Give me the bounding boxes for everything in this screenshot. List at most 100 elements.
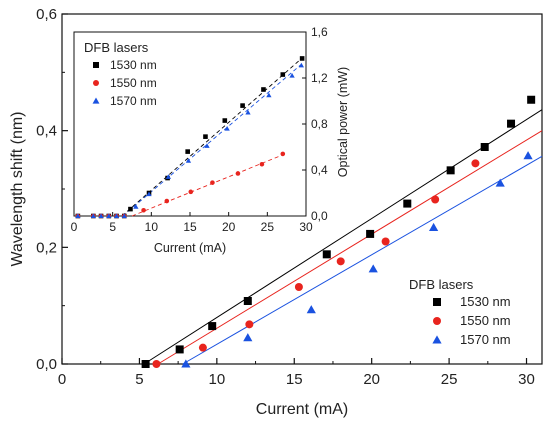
main-point-1-6 bbox=[431, 195, 440, 204]
main-y-tick-label-3: 0,6 bbox=[36, 6, 57, 23]
inset-point-1-11 bbox=[259, 161, 265, 167]
inset-y-axis-title: Optical power (mW) bbox=[336, 67, 350, 177]
main-point-0-4 bbox=[322, 250, 331, 259]
inset-point-0-9 bbox=[185, 149, 190, 154]
inset-x-tick-label-2: 10 bbox=[145, 220, 159, 234]
inset-x-tick-label-1: 5 bbox=[109, 220, 116, 234]
inset-point-2-14 bbox=[289, 73, 295, 78]
main-x-tick-label-2: 10 bbox=[208, 371, 225, 388]
main-legend-marker-1 bbox=[433, 317, 441, 325]
main-x-tick-label-3: 15 bbox=[286, 371, 303, 388]
inset-fit-line-2 bbox=[122, 62, 304, 217]
inset-legend: DFB lasers 1530 nm 1550 nm 1570 nm bbox=[84, 40, 157, 108]
inset-legend-entries: 1530 nm 1550 nm 1570 nm bbox=[92, 58, 157, 108]
inset-x-axis-title: Current (mA) bbox=[154, 241, 226, 255]
main-point-2-4 bbox=[429, 222, 439, 231]
main-point-1-3 bbox=[294, 283, 303, 291]
inset-point-2-8 bbox=[165, 174, 171, 179]
main-y-axis-title: Wavelength shift (nm) bbox=[9, 111, 26, 266]
main-point-1-1 bbox=[198, 343, 207, 352]
main-point-1-2 bbox=[245, 320, 254, 329]
inset-point-1-6 bbox=[141, 207, 146, 213]
main-legend-entries: 1530 nm 1550 nm 1570 nm bbox=[432, 294, 511, 347]
inset-x-tick-label-5: 25 bbox=[261, 220, 275, 234]
main-legend-label-2: 1570 nm bbox=[460, 332, 511, 347]
inset-point-0-11 bbox=[222, 118, 228, 123]
main-y-tick-label-2: 0,4 bbox=[36, 123, 57, 140]
inset-point-2-5 bbox=[121, 213, 127, 218]
inset-points bbox=[75, 56, 305, 219]
inset-point-2-1 bbox=[90, 213, 96, 218]
main-x-tick-label-4: 20 bbox=[363, 371, 380, 388]
inset-point-2-3 bbox=[106, 213, 112, 218]
inset-point-2-6 bbox=[133, 204, 139, 209]
inset-plot: 0 5 10 15 20 25 300,0 0,4 0,8 1,2 1,6 Current (mA)… bbox=[71, 25, 350, 255]
main-point-2-5 bbox=[495, 178, 505, 187]
main-legend-label-1: 1550 nm bbox=[460, 313, 511, 328]
inset-legend-title: DFB lasers bbox=[84, 40, 149, 55]
inset-point-2-4 bbox=[113, 213, 120, 218]
main-x-tick-label-0: 0 bbox=[58, 371, 66, 388]
main-point-0-9 bbox=[507, 119, 516, 128]
main-x-tick-label-5: 25 bbox=[441, 371, 458, 388]
inset-point-2-9 bbox=[185, 158, 192, 163]
main-point-1-4 bbox=[336, 257, 345, 266]
inset-y-tick-label-1: 0,4 bbox=[311, 163, 328, 177]
inset-x-tick-label-3: 15 bbox=[183, 220, 197, 234]
main-point-2-3 bbox=[368, 264, 378, 273]
main-legend-title: DFB lasers bbox=[409, 277, 474, 292]
main-ticks: 0 5 10 15 20 25 300,00,20,40,6 bbox=[36, 6, 535, 388]
main-point-0-2 bbox=[208, 322, 217, 331]
inset-point-1-7 bbox=[164, 198, 170, 204]
main-point-1-5 bbox=[381, 237, 390, 246]
inset-fit-line-0 bbox=[121, 56, 304, 217]
main-fit-line-1 bbox=[157, 130, 543, 365]
main-legend-marker-2 bbox=[432, 335, 442, 344]
inset-point-0-6 bbox=[128, 206, 133, 212]
main-y-tick-label-0: 0,0 bbox=[36, 356, 57, 373]
inset-x-tick-label-6: 30 bbox=[299, 220, 313, 234]
main-x-tick-label-6: 30 bbox=[518, 371, 535, 388]
inset-point-2-15 bbox=[298, 62, 305, 68]
main-x-tick-label-1: 5 bbox=[135, 371, 143, 388]
inset-x-tick-label-4: 20 bbox=[222, 220, 236, 234]
inset-point-1-9 bbox=[210, 180, 215, 185]
inset-point-2-10 bbox=[204, 143, 210, 148]
inset-point-1-8 bbox=[188, 189, 194, 195]
inset-point-2-11 bbox=[224, 125, 230, 131]
inset-point-2-2 bbox=[98, 213, 104, 218]
inset-y-tick-label-2: 0,8 bbox=[311, 117, 328, 131]
inset-legend-marker-1 bbox=[93, 80, 99, 86]
main-point-0-0 bbox=[141, 360, 150, 368]
main-fit-line-2 bbox=[182, 155, 543, 365]
inset-fit-lines bbox=[121, 56, 304, 217]
main-point-0-5 bbox=[366, 229, 375, 238]
main-point-0-3 bbox=[243, 297, 252, 305]
inset-point-0-14 bbox=[280, 72, 286, 77]
inset-legend-label-2: 1570 nm bbox=[110, 94, 157, 108]
inset-y-tick-label-3: 1,2 bbox=[311, 71, 328, 85]
inset-point-1-12 bbox=[280, 151, 286, 157]
inset-point-0-10 bbox=[203, 134, 208, 139]
main-y-tick-label-1: 0,2 bbox=[36, 239, 57, 256]
main-plot: 0 5 10 15 20 25 300,00,20,40,6 Current (mA) Wa… bbox=[9, 6, 543, 418]
main-x-axis-title: Current (mA) bbox=[256, 401, 348, 418]
main-point-0-7 bbox=[446, 166, 455, 175]
inset-x-tick-label-0: 0 bbox=[71, 220, 78, 234]
inset-y-tick-label-4: 1,6 bbox=[311, 25, 328, 39]
main-fit-lines bbox=[143, 109, 543, 365]
main-point-2-6 bbox=[523, 151, 533, 160]
inset-legend-marker-2 bbox=[92, 97, 100, 104]
inset-y-tick-label-0: 0,0 bbox=[311, 209, 328, 223]
inset-point-0-15 bbox=[299, 56, 305, 61]
main-point-0-1 bbox=[175, 345, 184, 354]
main-legend-label-0: 1530 nm bbox=[460, 294, 511, 309]
main-points bbox=[141, 95, 536, 368]
main-point-0-6 bbox=[403, 199, 412, 208]
main-point-2-1 bbox=[243, 333, 253, 342]
inset-legend-label-0: 1530 nm bbox=[110, 58, 157, 72]
main-legend-marker-0 bbox=[433, 298, 441, 306]
main-point-1-0 bbox=[152, 360, 161, 368]
main-point-2-2 bbox=[306, 305, 316, 314]
